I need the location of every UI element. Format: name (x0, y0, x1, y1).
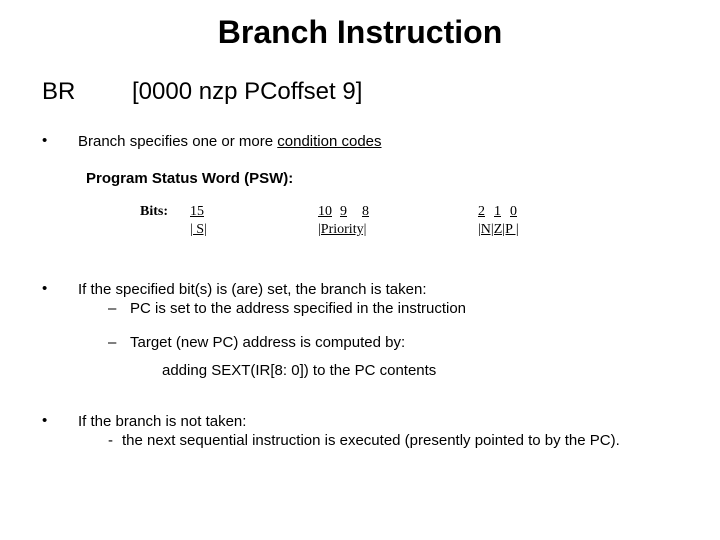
bits-15: 15 (190, 204, 204, 220)
bits-field-s: | S| (190, 222, 207, 238)
bits-10: 10 (318, 204, 332, 220)
sub-dash: - (108, 432, 113, 449)
slide: Branch Instruction BR [0000 nzp PCoffset… (0, 0, 720, 540)
bits-label: Bits: (140, 204, 168, 220)
bullet-dot: • (42, 132, 47, 149)
bits-2: 2 (478, 204, 485, 220)
bullet1-pre: Branch specifies one or more (78, 133, 277, 150)
bits-0: 0 (510, 204, 517, 220)
bits-field-priority: |Priority| (318, 222, 366, 238)
bullet-dot: • (42, 280, 47, 297)
sub-next-instruction: the next sequential instruction is execu… (122, 432, 620, 449)
bullet-condition-codes: Branch specifies one or more condition c… (78, 132, 382, 152)
instruction-encoding: [0000 nzp PCoffset 9] (132, 78, 362, 106)
sub-pc-set: PC is set to the address specified in th… (130, 300, 466, 317)
psw-label: Program Status Word (PSW): (86, 170, 293, 187)
sub-dash: – (108, 334, 116, 351)
instruction-mnemonic: BR (42, 78, 75, 106)
sub-dash: – (108, 300, 116, 317)
bullet1-underline: condition codes (277, 133, 381, 150)
bits-8: 8 (362, 204, 369, 220)
bullet-branch-taken: If the specified bit(s) is (are) set, th… (78, 280, 427, 300)
slide-title: Branch Instruction (0, 14, 720, 51)
bullet-branch-not-taken: If the branch is not taken: (78, 412, 246, 432)
sub-target-computed: Target (new PC) address is computed by: (130, 334, 405, 351)
bits-1: 1 (494, 204, 501, 220)
bullet-dot: • (42, 412, 47, 429)
sub-sext: adding SEXT(IR[8: 0]) to the PC contents (162, 362, 436, 379)
bits-9: 9 (340, 204, 347, 220)
bits-field-nzp: |N|Z|P | (478, 222, 519, 238)
